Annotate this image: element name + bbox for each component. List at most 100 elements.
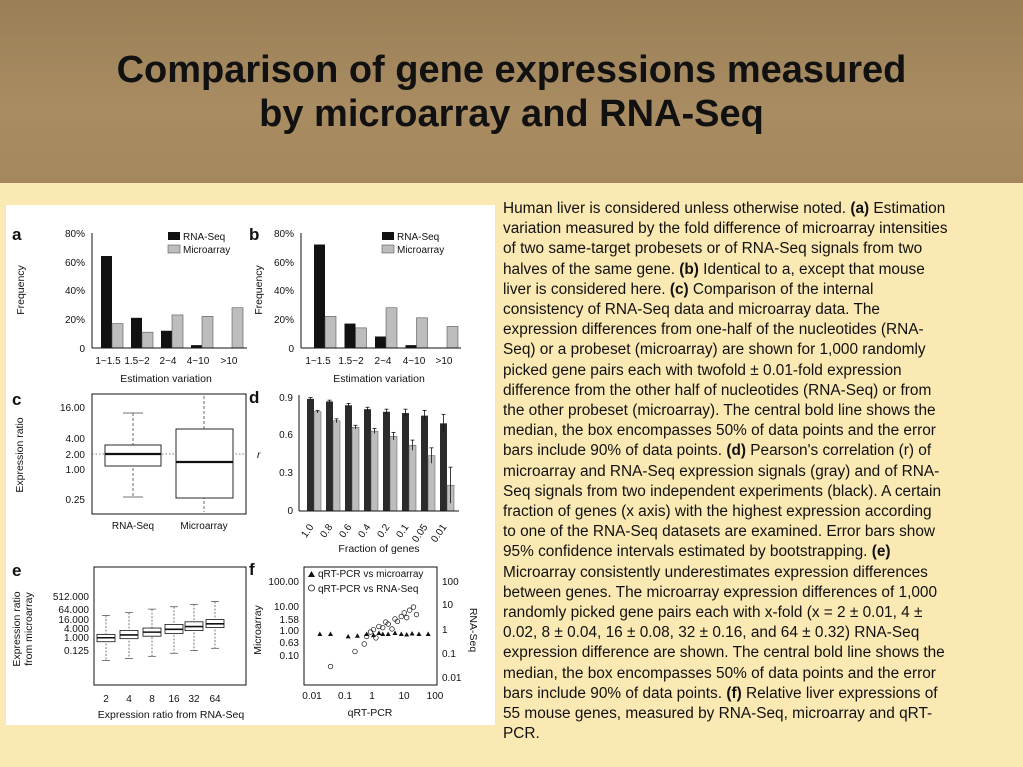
panel-label-c: c <box>12 390 21 409</box>
point-qrt-vs-rnaseq <box>373 635 379 641</box>
point-qrt-vs-rnaseq <box>352 648 358 655</box>
caption-text: expression difference are shown. The cen… <box>503 644 945 662</box>
caption-line: of two same-target probesets or of RNA-S… <box>503 239 1023 259</box>
point-qrt-vs-rnaseq <box>364 633 370 640</box>
point-qrt-vs-rnaseq <box>370 626 377 633</box>
panel-c-xtick: RNA-Seq <box>112 521 154 532</box>
panel-a-xtick: 1~1.5 <box>95 356 121 367</box>
point-qrt-vs-microarray <box>398 631 404 636</box>
caption-line: bars include 90% of data points. (f) Rel… <box>503 684 1023 704</box>
bar-microarray-vs-rnaseq <box>351 426 360 512</box>
caption-line: randomly picked gene pairs each with x-f… <box>503 603 1023 623</box>
panel-a-ytick: 0 <box>79 344 85 355</box>
caption-line: Seq) or a probeset (microarray) are show… <box>503 340 1023 360</box>
caption-line: median, the box encompasses 50% of data … <box>503 664 1023 684</box>
caption-text: difference from the other half of nucleo… <box>503 381 932 399</box>
caption-panel-ref: (b) <box>679 260 699 278</box>
panel-b-xtick: 4~10 <box>403 356 426 367</box>
bar-rnaseq-vs-rnaseq <box>402 413 409 511</box>
panel-d-ytick: 0.9 <box>279 393 293 404</box>
panel-label-e: e <box>12 561 21 580</box>
panel-a-xlabel: Estimation variation <box>120 373 212 385</box>
panel-b-ytick: 80% <box>274 229 294 240</box>
point-qrt-vs-rnaseq <box>380 624 386 631</box>
legend-label-qrt-vs-rnaseq: qRT-PCR vs RNA-Seq <box>318 584 418 595</box>
panel-e-ylabel-line-2: from microarray <box>23 592 35 666</box>
caption-line: picked gene pairs each with twofold ± 0.… <box>503 361 1023 381</box>
panel-d-xtick: 0.6 <box>337 522 354 540</box>
panel-f-ylabel: Microarray <box>252 604 264 654</box>
panel-f-yticks: 100.00 10.00 1.58 1.00 0.63 0.10 <box>268 577 299 662</box>
bar-microarray-vs-rnaseq <box>408 445 417 512</box>
caption-line: consistency of RNA-Seq data and microarr… <box>503 300 1023 320</box>
bar-rnaseq <box>344 323 356 348</box>
point-qrt-vs-microarray <box>345 633 351 639</box>
caption-text: Seq signals from two independent experim… <box>503 482 942 500</box>
bar-microarray <box>446 326 459 349</box>
caption-line: Microarray consistently underestimates e… <box>503 563 1023 583</box>
bar-rnaseq <box>161 330 172 348</box>
caption-text: expression differences from one-half of … <box>503 321 924 339</box>
panel-b-xtick: 1.5~2 <box>338 356 364 367</box>
point-qrt-vs-microarray <box>364 631 370 636</box>
panel-c-ytick: 2.00 <box>66 450 86 461</box>
caption-panel-ref: (d) <box>726 442 746 460</box>
panel-a-legend: RNA-Seq Microarray <box>167 232 230 256</box>
panel-label-f: f <box>249 560 255 579</box>
bar-microarray <box>324 316 337 349</box>
bar-microarray <box>111 323 124 349</box>
bar-rnaseq <box>131 317 142 348</box>
panel-c-xtick: Microarray <box>180 521 227 532</box>
point-qrt-vs-microarray <box>404 632 410 637</box>
panel-b-ytick: 60% <box>274 258 294 269</box>
bar-microarray <box>201 316 214 349</box>
caption-text: Human liver is considered unless otherwi… <box>503 200 851 217</box>
bar-microarray-vs-rnaseq <box>332 420 341 512</box>
title-banner: Comparison of gene expressions measured … <box>0 0 1023 183</box>
panel-f-ytick-right: 10 <box>442 600 454 611</box>
legend-label-qrt-vs-microarray: qRT-PCR vs microarray <box>318 569 423 580</box>
panel-b: b Frequency 0 20% 40% 60% 80% 1~1.5 1.5~… <box>249 225 461 385</box>
caption-text: 0.02, 8 ± 0.04, 16 ± 0.08, 32 ± 0.16, an… <box>503 624 920 642</box>
caption-line: liver is considered here. (c) Comparison… <box>503 280 1023 300</box>
legend-label-microarray: Microarray <box>397 245 444 256</box>
panel-a-ytick: 60% <box>65 258 85 269</box>
legend-label-rnaseq: RNA-Seq <box>183 232 225 243</box>
caption-text: randomly picked gene pairs each with x-f… <box>503 604 923 622</box>
panel-f-frame <box>303 566 438 686</box>
panel-d-xlabel: Fraction of genes <box>338 543 419 555</box>
point-qrt-vs-microarray <box>354 633 360 638</box>
bar-rnaseq <box>101 256 112 348</box>
caption-line: 55 mouse genes, measured by RNA-Seq, mic… <box>503 704 1023 724</box>
bar-microarray <box>231 307 244 349</box>
panel-e-ytick: 1.000 <box>64 633 89 644</box>
point-qrt-vs-microarray <box>317 631 323 636</box>
panel-e-xlabel: Expression ratio from RNA-Seq <box>98 709 245 721</box>
panel-e-ytick: 0.125 <box>64 646 89 657</box>
caption-line: variation measured by the fold differenc… <box>503 219 1023 239</box>
figure-caption: Human liver is considered unless otherwi… <box>503 199 1023 744</box>
point-qrt-vs-rnaseq <box>327 663 334 670</box>
slide-title: Comparison of gene expressions measured … <box>0 48 1023 136</box>
panel-b-ytick: 0 <box>288 344 294 355</box>
figure-svg: a Frequency 0 20% 40% 60% 80% 1~1.5 1.5~… <box>11 225 479 721</box>
panel-f-ytick: 1.58 <box>280 615 300 626</box>
panel-label-d: d <box>249 388 259 407</box>
panel-d-xtick: 0.05 <box>410 522 430 545</box>
panel-d: d r 0.9 0.6 0.3 0 1.0 0.8 0.6 0.4 0.2 0.… <box>249 388 459 555</box>
panel-c-ytick: 1.00 <box>66 465 86 476</box>
legend-triangle-marker <box>308 571 315 577</box>
panel-b-yticks: 0 20% 40% 60% 80% <box>274 229 294 355</box>
panel-d-ylabel: r <box>257 449 261 461</box>
panel-label-b: b <box>249 225 259 244</box>
caption-text: halves of the same gene. <box>503 260 680 278</box>
panel-f: f Microarray RNA-Seq 100.00 10.00 1.58 1… <box>249 560 479 719</box>
caption-text: to one of the RNA-Seq datasets are exami… <box>503 523 936 541</box>
caption-text: Pearson's correlation (r) of <box>745 442 932 460</box>
caption-line: PCR. <box>503 724 1023 744</box>
point-qrt-vs-microarray <box>385 631 391 636</box>
panel-f-ytick: 1.00 <box>280 626 300 637</box>
panel-e-yticks: 512.000 64.000 16.000 4.000 1.000 0.125 <box>53 592 90 657</box>
panel-d-bars <box>307 397 455 512</box>
bar-rnaseq <box>191 345 202 348</box>
